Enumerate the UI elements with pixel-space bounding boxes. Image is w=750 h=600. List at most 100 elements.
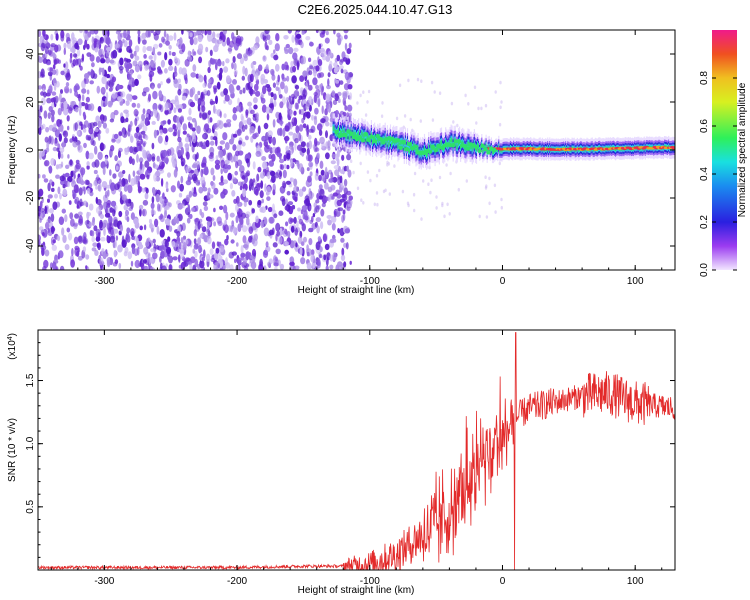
signal-cell: [398, 142, 400, 148]
noise-blob: [285, 180, 291, 185]
noise-blob: [241, 175, 246, 180]
noise-blob: [313, 94, 317, 104]
noise-blob: [301, 30, 305, 35]
noise-blob: [89, 80, 94, 85]
noise-blob: [55, 68, 59, 76]
noise-blob: [201, 226, 207, 233]
noise-blob: [106, 47, 112, 52]
noise-blob: [214, 252, 218, 260]
noise-blob: [143, 54, 147, 59]
noise-blob: [48, 208, 55, 214]
signal-cell: [450, 137, 452, 143]
noise-blob: [193, 186, 197, 195]
noise-blob: [419, 119, 422, 123]
noise-blob: [340, 68, 344, 74]
noise-blob: [198, 186, 204, 194]
noise-blob: [70, 218, 75, 227]
noise-blob: [102, 115, 107, 122]
noise-blob: [348, 92, 353, 101]
noise-blob: [264, 30, 270, 35]
noise-blob: [96, 178, 102, 184]
noise-blob: [236, 35, 242, 44]
noise-blob: [38, 173, 41, 179]
noise-blob: [67, 107, 73, 114]
noise-blob: [128, 96, 133, 101]
noise-blob: [131, 95, 138, 100]
noise-blob: [204, 30, 207, 36]
noise-blob: [187, 176, 192, 183]
noise-blob: [124, 61, 129, 69]
noise-blob: [251, 65, 255, 73]
noise-blob: [139, 145, 143, 152]
noise-blob: [382, 189, 386, 194]
noise-blob: [146, 108, 152, 115]
signal-cell: [399, 140, 401, 145]
signal-cell: [362, 132, 364, 137]
noise-blob: [201, 162, 207, 168]
noise-blob: [85, 265, 88, 270]
noise-blob: [266, 196, 271, 202]
noise-blob: [164, 52, 168, 61]
noise-blob: [94, 145, 98, 155]
noise-blob: [78, 101, 83, 109]
signal-core: [381, 140, 386, 145]
noise-blob: [125, 209, 129, 217]
noise-blob: [181, 30, 184, 35]
noise-blob: [284, 241, 289, 247]
noise-blob: [280, 81, 285, 90]
noise-blob: [119, 57, 124, 66]
signal-core: [378, 136, 383, 142]
noise-blob: [151, 142, 155, 150]
signal-cell: [499, 149, 501, 153]
noise-blob: [54, 129, 61, 138]
noise-blob: [165, 40, 171, 46]
noise-blob: [95, 56, 101, 63]
noise-blob: [151, 196, 155, 204]
noise-blob: [247, 50, 253, 57]
signal-cell: [470, 144, 472, 150]
noise-blob: [295, 125, 300, 134]
noise-blob: [257, 125, 261, 135]
noise-blob: [142, 39, 147, 45]
noise-blob: [273, 255, 277, 264]
noise-blob: [56, 235, 61, 242]
noise-blob: [290, 60, 294, 68]
noise-blob: [109, 169, 112, 176]
noise-blob: [406, 201, 410, 206]
noise-blob: [333, 30, 336, 35]
noise-blob: [104, 190, 108, 199]
noise-blob: [348, 42, 352, 49]
noise-blob: [275, 33, 280, 42]
snr-y-label: SNR (10 * v/v): [7, 418, 18, 482]
noise-blob: [184, 257, 191, 262]
noise-blob: [259, 190, 264, 199]
noise-blob: [278, 210, 284, 216]
noise-blob: [375, 191, 379, 195]
noise-blob: [150, 227, 154, 233]
noise-blob: [435, 206, 438, 210]
noise-blob: [93, 38, 98, 43]
noise-blob: [178, 140, 183, 150]
colorbar-label: Normalized spectral amplitude: [737, 82, 748, 217]
noise-blob: [232, 227, 238, 234]
noise-blob: [46, 97, 52, 104]
noise-blob: [237, 181, 244, 186]
noise-blob: [213, 221, 217, 227]
noise-blob: [207, 117, 211, 124]
colorbar-gradient: [712, 30, 737, 270]
noise-blob: [191, 207, 195, 212]
noise-blob: [119, 182, 124, 187]
signal-cell: [332, 126, 334, 131]
noise-blob: [83, 186, 86, 195]
noise-blob: [378, 168, 381, 173]
noise-blob: [343, 30, 349, 34]
noise-blob: [61, 227, 65, 236]
noise-blob: [347, 203, 351, 208]
noise-blob: [53, 123, 57, 128]
noise-blob: [167, 119, 171, 125]
noise-blob: [198, 244, 202, 254]
noise-blob: [223, 264, 226, 270]
noise-blob: [252, 61, 257, 65]
signal-core: [401, 140, 406, 145]
noise-blob: [271, 153, 276, 162]
